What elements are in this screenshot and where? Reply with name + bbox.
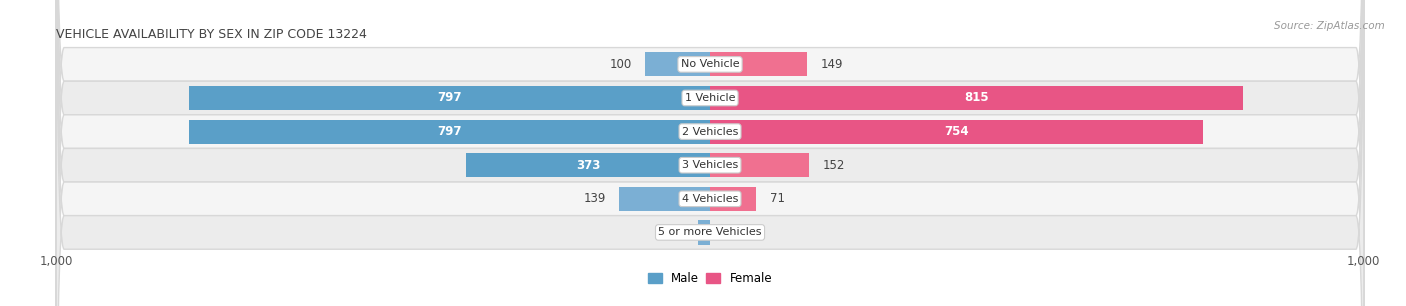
Text: 139: 139 bbox=[583, 192, 606, 205]
Bar bbox=[699, 220, 710, 244]
Text: 149: 149 bbox=[821, 58, 844, 71]
Text: 100: 100 bbox=[609, 58, 631, 71]
Text: 1 Vehicle: 1 Vehicle bbox=[685, 93, 735, 103]
Text: 3 Vehicles: 3 Vehicles bbox=[682, 160, 738, 170]
FancyBboxPatch shape bbox=[56, 0, 1364, 306]
Text: 18: 18 bbox=[671, 226, 685, 239]
Bar bbox=[644, 52, 710, 76]
Bar bbox=[188, 86, 710, 110]
Text: 797: 797 bbox=[437, 125, 461, 138]
FancyBboxPatch shape bbox=[56, 0, 1364, 306]
Bar bbox=[188, 120, 710, 144]
Bar bbox=[710, 153, 810, 177]
Text: 152: 152 bbox=[823, 159, 845, 172]
Text: 71: 71 bbox=[769, 192, 785, 205]
Text: 754: 754 bbox=[945, 125, 969, 138]
FancyBboxPatch shape bbox=[56, 0, 1364, 306]
Bar bbox=[467, 153, 710, 177]
Bar bbox=[710, 86, 1243, 110]
FancyBboxPatch shape bbox=[56, 0, 1364, 306]
Bar bbox=[710, 187, 756, 211]
Bar bbox=[710, 120, 1204, 144]
Text: 2 Vehicles: 2 Vehicles bbox=[682, 127, 738, 136]
Bar bbox=[710, 52, 807, 76]
Text: 0: 0 bbox=[723, 226, 731, 239]
Text: VEHICLE AVAILABILITY BY SEX IN ZIP CODE 13224: VEHICLE AVAILABILITY BY SEX IN ZIP CODE … bbox=[56, 28, 367, 41]
Text: 5 or more Vehicles: 5 or more Vehicles bbox=[658, 227, 762, 237]
FancyBboxPatch shape bbox=[56, 0, 1364, 306]
Bar bbox=[619, 187, 710, 211]
Text: Source: ZipAtlas.com: Source: ZipAtlas.com bbox=[1274, 21, 1385, 32]
Text: 797: 797 bbox=[437, 91, 461, 104]
Text: No Vehicle: No Vehicle bbox=[681, 59, 740, 69]
Text: 373: 373 bbox=[576, 159, 600, 172]
Text: 4 Vehicles: 4 Vehicles bbox=[682, 194, 738, 204]
Text: 815: 815 bbox=[965, 91, 988, 104]
Legend: Male, Female: Male, Female bbox=[643, 268, 778, 290]
FancyBboxPatch shape bbox=[56, 0, 1364, 306]
